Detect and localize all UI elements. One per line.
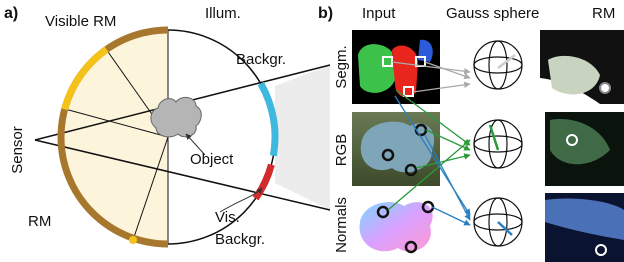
label: Vis. bbox=[215, 209, 240, 226]
background-cone bbox=[275, 65, 330, 210]
row-label: Normals bbox=[333, 197, 350, 253]
label: Visible RM bbox=[45, 13, 116, 30]
label: Backgr. bbox=[236, 51, 286, 68]
label: RM bbox=[28, 213, 51, 230]
visible-half bbox=[61, 30, 168, 244]
segment bbox=[358, 44, 395, 93]
panel-label: a) bbox=[4, 5, 18, 22]
panel-b: b) Input Gauss sphere RM Segm. RGB Norma… bbox=[318, 5, 624, 262]
rm-sample bbox=[600, 83, 610, 93]
column-header: RM bbox=[592, 5, 615, 22]
label: Object bbox=[190, 151, 234, 168]
label: Sensor bbox=[9, 126, 26, 174]
column-header: Gauss sphere bbox=[446, 5, 539, 22]
object-rgb bbox=[361, 122, 434, 173]
row-label: RGB bbox=[333, 134, 350, 167]
column-header: Input bbox=[362, 5, 396, 22]
figure: a) Visible RM Illum. Backgr. Sensor Obje… bbox=[0, 0, 624, 262]
row-label: Segm. bbox=[333, 45, 350, 88]
label: Backgr. bbox=[215, 231, 265, 248]
panel-a: a) Visible RM Illum. Backgr. Sensor Obje… bbox=[4, 5, 330, 248]
object-normals bbox=[360, 202, 433, 252]
gauss-sphere bbox=[474, 120, 522, 168]
background-arc bbox=[261, 84, 275, 156]
gauss-sphere bbox=[474, 41, 522, 89]
panel-label: b) bbox=[318, 5, 333, 22]
visible-background-arc bbox=[256, 165, 272, 199]
label: Illum. bbox=[205, 5, 241, 22]
rm-point bbox=[129, 236, 137, 244]
